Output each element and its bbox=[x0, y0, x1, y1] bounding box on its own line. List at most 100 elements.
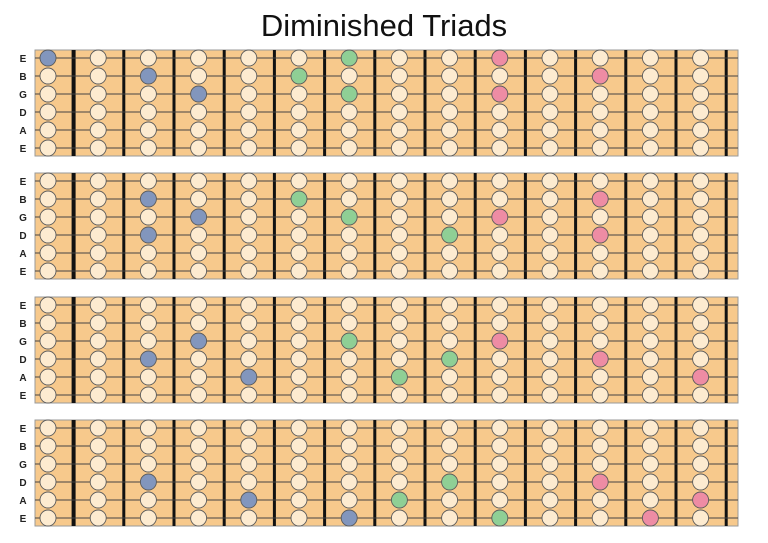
empty-note-dot bbox=[390, 244, 408, 262]
empty-note-dot bbox=[541, 314, 559, 332]
string-label: D bbox=[19, 231, 26, 242]
fret-wire bbox=[71, 50, 76, 156]
empty-note-dot bbox=[591, 491, 609, 509]
fret-wire bbox=[473, 173, 477, 279]
fret-wire bbox=[674, 50, 678, 156]
empty-note-dot bbox=[591, 208, 609, 226]
empty-note-dot bbox=[541, 121, 559, 139]
empty-note-dot bbox=[591, 139, 609, 157]
fret-wire bbox=[373, 173, 377, 279]
empty-note-dot bbox=[441, 85, 459, 103]
empty-note-dot bbox=[340, 419, 358, 437]
empty-note-dot bbox=[441, 172, 459, 190]
empty-note-dot bbox=[641, 49, 659, 67]
empty-note-dot bbox=[692, 103, 710, 121]
third-note-dot bbox=[390, 491, 408, 509]
empty-note-dot bbox=[541, 190, 559, 208]
empty-note-dot bbox=[340, 121, 358, 139]
fret-wire bbox=[71, 297, 76, 403]
empty-note-dot bbox=[692, 85, 710, 103]
empty-note-dot bbox=[541, 437, 559, 455]
third-note-dot bbox=[290, 67, 308, 85]
empty-note-dot bbox=[190, 262, 208, 280]
empty-note-dot bbox=[290, 121, 308, 139]
fret-wire bbox=[624, 50, 628, 156]
third-note-dot bbox=[340, 208, 358, 226]
empty-note-dot bbox=[390, 437, 408, 455]
empty-note-dot bbox=[39, 85, 57, 103]
empty-note-dot bbox=[441, 121, 459, 139]
empty-note-dot bbox=[39, 314, 57, 332]
empty-note-dot bbox=[139, 139, 157, 157]
empty-note-dot bbox=[541, 172, 559, 190]
empty-note-dot bbox=[641, 172, 659, 190]
string-label: B bbox=[19, 195, 26, 206]
empty-note-dot bbox=[390, 208, 408, 226]
empty-note-dot bbox=[591, 509, 609, 527]
empty-note-dot bbox=[290, 49, 308, 67]
fifth-note-dot bbox=[491, 332, 509, 350]
empty-note-dot bbox=[290, 419, 308, 437]
empty-note-dot bbox=[190, 368, 208, 386]
fret-wire bbox=[724, 50, 728, 156]
empty-note-dot bbox=[541, 350, 559, 368]
empty-note-dot bbox=[290, 491, 308, 509]
empty-note-dot bbox=[390, 296, 408, 314]
empty-note-dot bbox=[290, 172, 308, 190]
empty-note-dot bbox=[591, 244, 609, 262]
empty-note-dot bbox=[491, 244, 509, 262]
third-note-dot bbox=[441, 226, 459, 244]
empty-note-dot bbox=[441, 437, 459, 455]
fret-wire bbox=[724, 420, 728, 526]
empty-note-dot bbox=[692, 296, 710, 314]
empty-note-dot bbox=[240, 67, 258, 85]
empty-note-dot bbox=[290, 386, 308, 404]
empty-note-dot bbox=[441, 103, 459, 121]
empty-note-dot bbox=[89, 332, 107, 350]
empty-note-dot bbox=[139, 491, 157, 509]
empty-note-dot bbox=[692, 226, 710, 244]
fret-wire bbox=[624, 173, 628, 279]
string-label: E bbox=[20, 391, 27, 402]
empty-note-dot bbox=[139, 455, 157, 473]
fret-wire bbox=[473, 297, 477, 403]
empty-note-dot bbox=[240, 190, 258, 208]
empty-note-dot bbox=[541, 491, 559, 509]
empty-note-dot bbox=[641, 314, 659, 332]
empty-note-dot bbox=[139, 419, 157, 437]
fret-wire bbox=[172, 297, 176, 403]
empty-note-dot bbox=[340, 226, 358, 244]
string-label: E bbox=[20, 514, 27, 525]
empty-note-dot bbox=[390, 190, 408, 208]
empty-note-dot bbox=[89, 85, 107, 103]
empty-note-dot bbox=[692, 332, 710, 350]
fret-wire bbox=[574, 50, 578, 156]
fret-wire bbox=[373, 50, 377, 156]
fret-wire bbox=[523, 50, 527, 156]
empty-note-dot bbox=[240, 455, 258, 473]
empty-note-dot bbox=[641, 262, 659, 280]
string-label: A bbox=[19, 126, 26, 137]
empty-note-dot bbox=[491, 172, 509, 190]
empty-note-dot bbox=[240, 314, 258, 332]
empty-note-dot bbox=[541, 332, 559, 350]
empty-note-dot bbox=[541, 49, 559, 67]
empty-note-dot bbox=[692, 350, 710, 368]
empty-note-dot bbox=[441, 296, 459, 314]
empty-note-dot bbox=[89, 244, 107, 262]
fret-wire bbox=[323, 420, 327, 526]
empty-note-dot bbox=[441, 455, 459, 473]
empty-note-dot bbox=[541, 455, 559, 473]
empty-note-dot bbox=[692, 419, 710, 437]
empty-note-dot bbox=[290, 226, 308, 244]
empty-note-dot bbox=[89, 296, 107, 314]
empty-note-dot bbox=[390, 226, 408, 244]
empty-note-dot bbox=[290, 368, 308, 386]
empty-note-dot bbox=[641, 491, 659, 509]
empty-note-dot bbox=[390, 121, 408, 139]
empty-note-dot bbox=[240, 172, 258, 190]
empty-note-dot bbox=[290, 208, 308, 226]
string-label: G bbox=[19, 213, 27, 224]
empty-note-dot bbox=[591, 49, 609, 67]
